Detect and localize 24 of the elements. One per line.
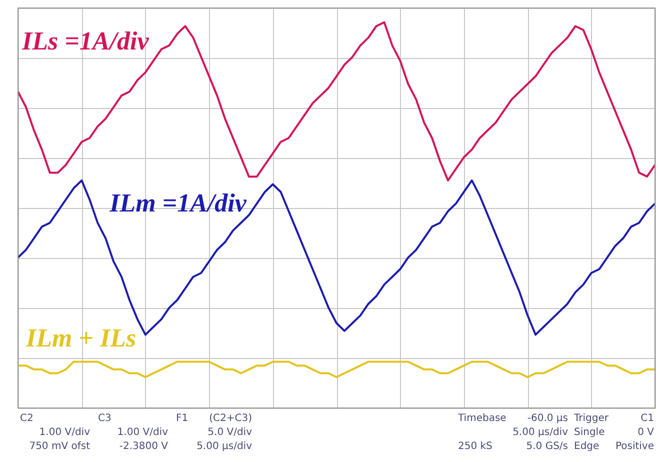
text: 0 V xyxy=(638,427,654,438)
series-label: ILm =1A/div xyxy=(108,188,247,218)
text: Positive xyxy=(615,441,654,452)
text: 750 mV ofst xyxy=(29,441,90,452)
text: C2 xyxy=(20,413,34,424)
text: Single xyxy=(574,427,605,438)
text: C3 xyxy=(98,413,112,424)
text: 5.0 V/div xyxy=(208,427,252,438)
text: (C2+C3) xyxy=(209,413,252,424)
text: -60.0 µs xyxy=(527,413,568,424)
text: 5.00 µs/div xyxy=(196,441,252,452)
text: Edge xyxy=(574,441,600,452)
text: F1 xyxy=(176,413,188,424)
text: Trigger xyxy=(573,413,610,424)
text: -2.3800 V xyxy=(119,441,168,452)
text: 5.00 µs/div xyxy=(512,427,568,438)
series-label: ILs =1A/div xyxy=(20,26,150,56)
text: 5.0 GS/s xyxy=(526,441,568,452)
text: 250 kS xyxy=(458,441,492,452)
text: 1.00 V/div xyxy=(117,427,168,438)
series-label: ILm + ILs xyxy=(24,324,136,353)
text: C1 xyxy=(640,413,654,424)
text: 1.00 V/div xyxy=(39,427,90,438)
text: Timebase xyxy=(457,413,506,424)
